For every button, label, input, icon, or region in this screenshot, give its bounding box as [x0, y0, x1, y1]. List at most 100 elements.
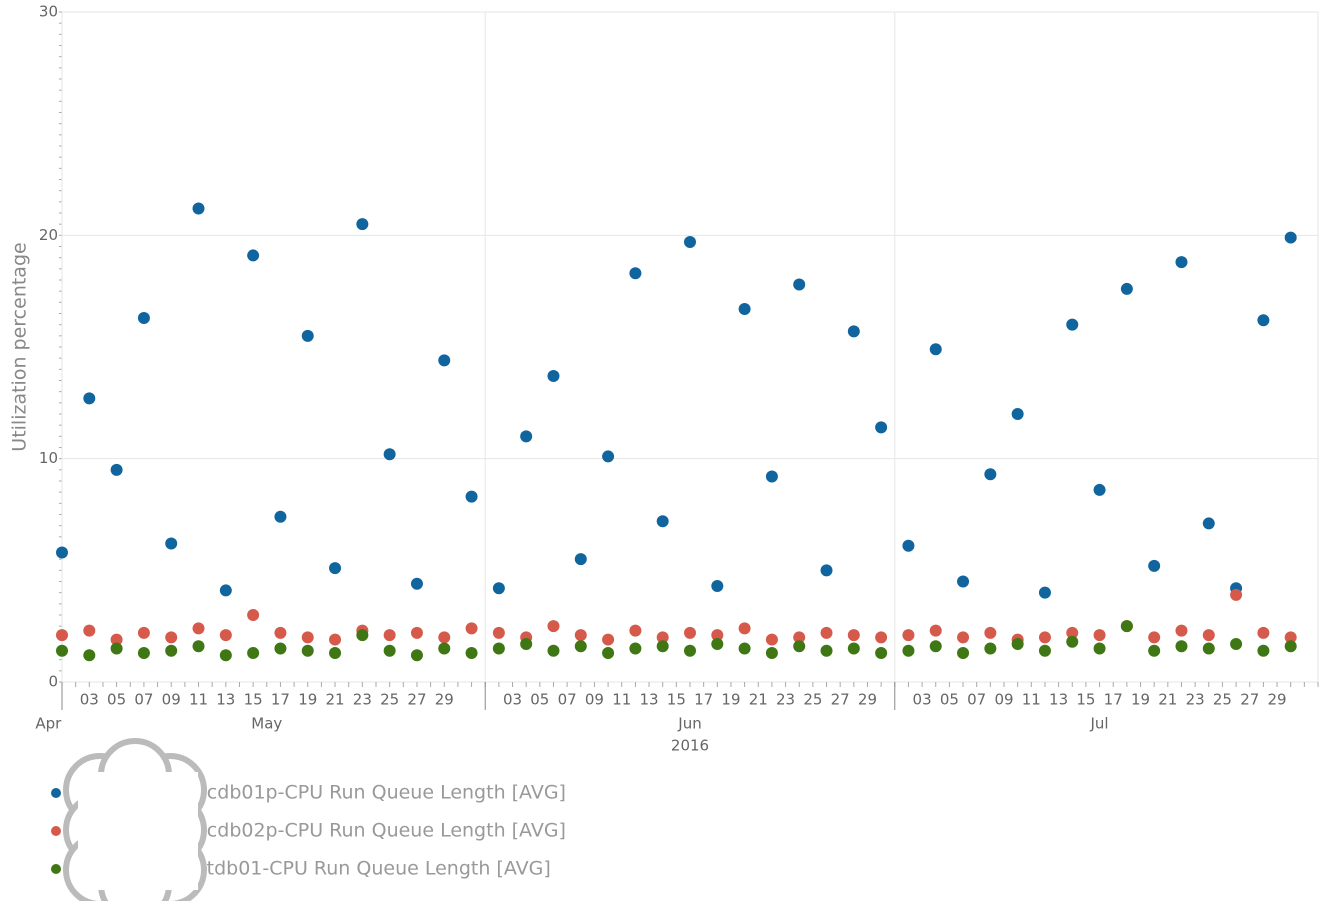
legend-label: pwausxbincdb01p-CPU Run Queue Length [AV…: [105, 782, 566, 804]
point: [165, 537, 178, 550]
point: [765, 633, 778, 646]
point: [192, 622, 205, 635]
point: [1038, 644, 1051, 657]
point: [929, 640, 942, 653]
point: [793, 640, 806, 653]
point: [1257, 626, 1270, 639]
legend-marker: [51, 864, 61, 874]
point: [793, 278, 806, 291]
point: [274, 626, 287, 639]
point: [820, 644, 833, 657]
point: [1038, 586, 1051, 599]
point: [465, 646, 478, 659]
x-tick-label: 15: [1076, 691, 1095, 709]
point: [574, 553, 587, 566]
point: [1230, 588, 1243, 601]
point: [1175, 624, 1188, 637]
x-tick-label: 27: [1240, 691, 1259, 709]
point: [1120, 282, 1133, 295]
x-tick-label: 07: [967, 691, 986, 709]
x-tick-label: 13: [216, 691, 235, 709]
x-tick-label: 17: [694, 691, 713, 709]
year-label: 2016: [671, 737, 709, 755]
x-tick-label: 21: [1158, 691, 1177, 709]
point: [602, 633, 615, 646]
point: [957, 575, 970, 588]
point: [56, 644, 68, 657]
point: [547, 644, 560, 657]
y-tick-label: 30: [39, 3, 58, 21]
point: [957, 646, 970, 659]
x-tick-label: 29: [858, 691, 877, 709]
point: [1093, 483, 1106, 496]
point: [1066, 635, 1079, 648]
point: [110, 463, 123, 476]
point: [902, 629, 915, 642]
point: [83, 392, 96, 405]
x-tick-label: 05: [940, 691, 959, 709]
point: [1284, 231, 1297, 244]
x-tick-label: 29: [435, 691, 454, 709]
point: [492, 582, 505, 595]
point: [574, 640, 587, 653]
month-label: May: [251, 715, 282, 733]
point: [1284, 631, 1297, 644]
redaction-clouds: [63, 738, 207, 901]
point: [219, 649, 232, 662]
point: [875, 631, 888, 644]
x-tick-label: 27: [831, 691, 850, 709]
point: [492, 642, 505, 655]
point: [137, 626, 150, 639]
point: [219, 584, 232, 597]
point: [711, 629, 724, 642]
point: [847, 642, 860, 655]
point: [438, 631, 451, 644]
point: [875, 646, 888, 659]
point: [765, 470, 778, 483]
x-tick-label: 11: [612, 691, 631, 709]
point: [383, 644, 396, 657]
point: [1011, 408, 1024, 420]
point: [301, 329, 314, 342]
point: [793, 631, 806, 644]
x-tick-label: 21: [749, 691, 768, 709]
point: [1148, 644, 1161, 657]
y-tick-label: 10: [39, 449, 58, 467]
x-tick-label: 03: [80, 691, 99, 709]
x-tick-label: 15: [667, 691, 686, 709]
month-label: Jul: [1090, 715, 1109, 733]
point: [820, 564, 833, 577]
point: [547, 620, 560, 633]
point: [438, 354, 451, 367]
point: [301, 631, 314, 644]
point: [984, 642, 997, 655]
point: [137, 646, 150, 659]
point: [383, 629, 396, 642]
x-tick-label: 09: [585, 691, 604, 709]
month-label: Apr: [35, 715, 62, 733]
legend-marker: [51, 826, 61, 836]
x-tick-label: 13: [639, 691, 658, 709]
point: [192, 640, 205, 653]
point: [711, 638, 724, 651]
point: [247, 609, 260, 621]
point: [137, 311, 150, 324]
point: [1120, 620, 1133, 633]
point: [820, 626, 833, 639]
point: [629, 624, 642, 637]
x-tick-label: 17: [1104, 691, 1123, 709]
month-label: Jun: [677, 715, 701, 733]
point: [1066, 626, 1079, 639]
point: [1175, 256, 1188, 269]
point: [301, 644, 314, 657]
x-tick-label: 05: [530, 691, 549, 709]
point: [738, 303, 751, 316]
point: [629, 267, 642, 280]
point: [110, 633, 123, 646]
point: [629, 642, 642, 655]
point: [574, 629, 587, 642]
point: [520, 638, 533, 651]
x-tick-label: 25: [803, 691, 822, 709]
point: [847, 629, 860, 642]
point: [711, 579, 724, 592]
